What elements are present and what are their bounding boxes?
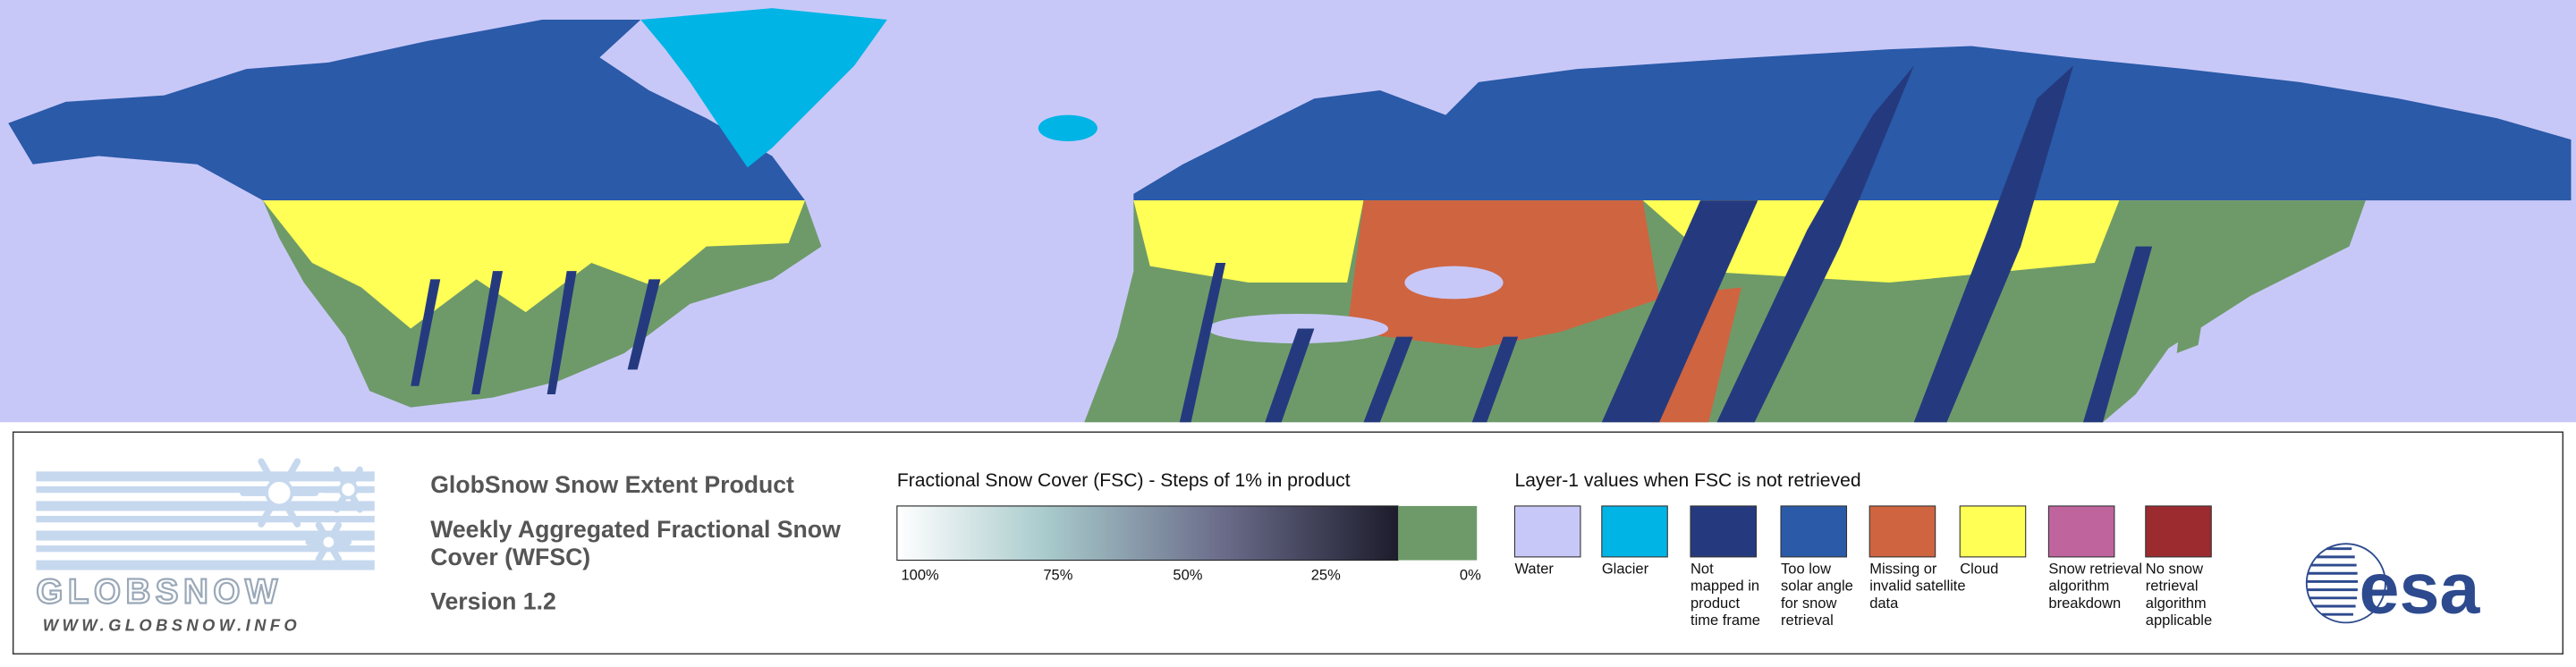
legend-label: algorithm <box>2146 595 2207 612</box>
swath <box>1265 328 1315 423</box>
legend-label: applicable <box>2146 612 2212 629</box>
legend-swatch <box>1690 505 1758 558</box>
logo-stripe <box>36 560 375 570</box>
fsc-title: Fractional Snow Cover (FSC) - Steps of 1… <box>897 470 1351 491</box>
eurasia-north <box>1133 46 2572 201</box>
legend-label: algorithm <box>2048 578 2109 595</box>
logo-stripe <box>36 471 375 482</box>
legend-swatch <box>1780 505 1848 558</box>
swath <box>1716 65 1914 423</box>
globsnow-logo: GLOBSNOW WWW.GLOBSNOW.INFO <box>35 458 375 635</box>
esa-logo: esa <box>2305 543 2481 629</box>
fsc-snow-free <box>1398 505 1478 561</box>
legend-swatch <box>1868 505 1936 558</box>
eurasia-missing <box>1347 200 1660 349</box>
logo-name: GLOBSNOW <box>36 572 282 611</box>
logo-stripe <box>36 501 375 511</box>
logo-stripe <box>36 530 375 541</box>
north-america-north <box>8 20 806 201</box>
legend-swatch <box>2145 505 2212 558</box>
legend-label: retrieval <box>1781 612 1834 629</box>
legend-label: invalid satellite <box>1869 578 1965 595</box>
esa-globe <box>2305 543 2386 624</box>
north-america-cloud <box>262 200 805 329</box>
swath <box>471 271 504 394</box>
legend-label: No snow <box>2146 560 2203 577</box>
logo-stripe <box>36 545 375 553</box>
legend-label: Water <box>1514 560 1554 577</box>
fsc-tick-label: 25% <box>1311 567 1341 584</box>
fsc-gradient <box>896 505 1399 561</box>
snowflake-core <box>265 478 294 508</box>
snowflake-core <box>338 479 359 500</box>
fsc-tick-label: 100% <box>901 567 939 584</box>
legend-label: Cloud <box>1960 560 1998 577</box>
product-version: Version 1.2 <box>430 588 556 615</box>
japan <box>2176 275 2210 354</box>
product-subtitle: Weekly Aggregated Fractional Snow <box>430 516 841 543</box>
legend-label: Not <box>1690 560 1714 577</box>
logo-stripe <box>36 515 375 523</box>
swath <box>1363 336 1413 423</box>
logo-url: WWW.GLOBSNOW.INFO <box>43 616 301 635</box>
swath <box>547 271 577 394</box>
esa-stripes <box>2306 547 2359 616</box>
legend-label: solar angle <box>1781 578 1853 595</box>
legend-label: retrieval <box>2146 578 2199 595</box>
fsc-tick-label: 75% <box>1043 567 1072 584</box>
legend-label: Glacier <box>1602 560 1649 577</box>
swath <box>1601 200 1758 423</box>
product-subtitle: Cover (WFSC) <box>430 544 590 570</box>
legend-swatch <box>1959 505 2027 558</box>
swath <box>411 279 441 386</box>
legend-label: breakdown <box>2048 595 2121 612</box>
fsc-tick-label: 50% <box>1173 567 1202 584</box>
greenland <box>640 8 887 168</box>
layer1-title: Layer-1 values when FSC is not retrieved <box>1514 470 1860 491</box>
legend-label: data <box>1869 595 1899 612</box>
snowflake-core <box>319 533 337 551</box>
eurasia-cloud <box>1133 200 1364 283</box>
legend-label: for snow <box>1781 595 1836 612</box>
logo-stripe <box>36 485 375 494</box>
legend-swatch <box>2047 505 2115 558</box>
swath <box>1471 336 1519 423</box>
legend-label: product <box>1690 595 1740 612</box>
legend-label: mapped in <box>1690 578 1759 595</box>
legend-label: Too low <box>1781 560 1831 577</box>
swath <box>1179 262 1226 423</box>
legend-swatch <box>1601 505 1668 558</box>
map <box>0 0 2576 423</box>
legend-label: time frame <box>1690 612 1760 629</box>
swath <box>1913 65 2073 423</box>
iceland <box>1038 114 1097 142</box>
legend-label: Snow retrieval <box>2048 560 2142 577</box>
legend-swatch <box>1513 505 1581 558</box>
legend-label: Missing or <box>1869 560 1937 577</box>
esa-wordmark: esa <box>2360 548 2481 629</box>
black-sea <box>1404 266 1504 300</box>
product-title: GlobSnow Snow Extent Product <box>430 471 794 498</box>
swath <box>2082 246 2153 423</box>
fsc-tick-label: 0% <box>1460 567 1481 584</box>
swath <box>627 279 661 370</box>
